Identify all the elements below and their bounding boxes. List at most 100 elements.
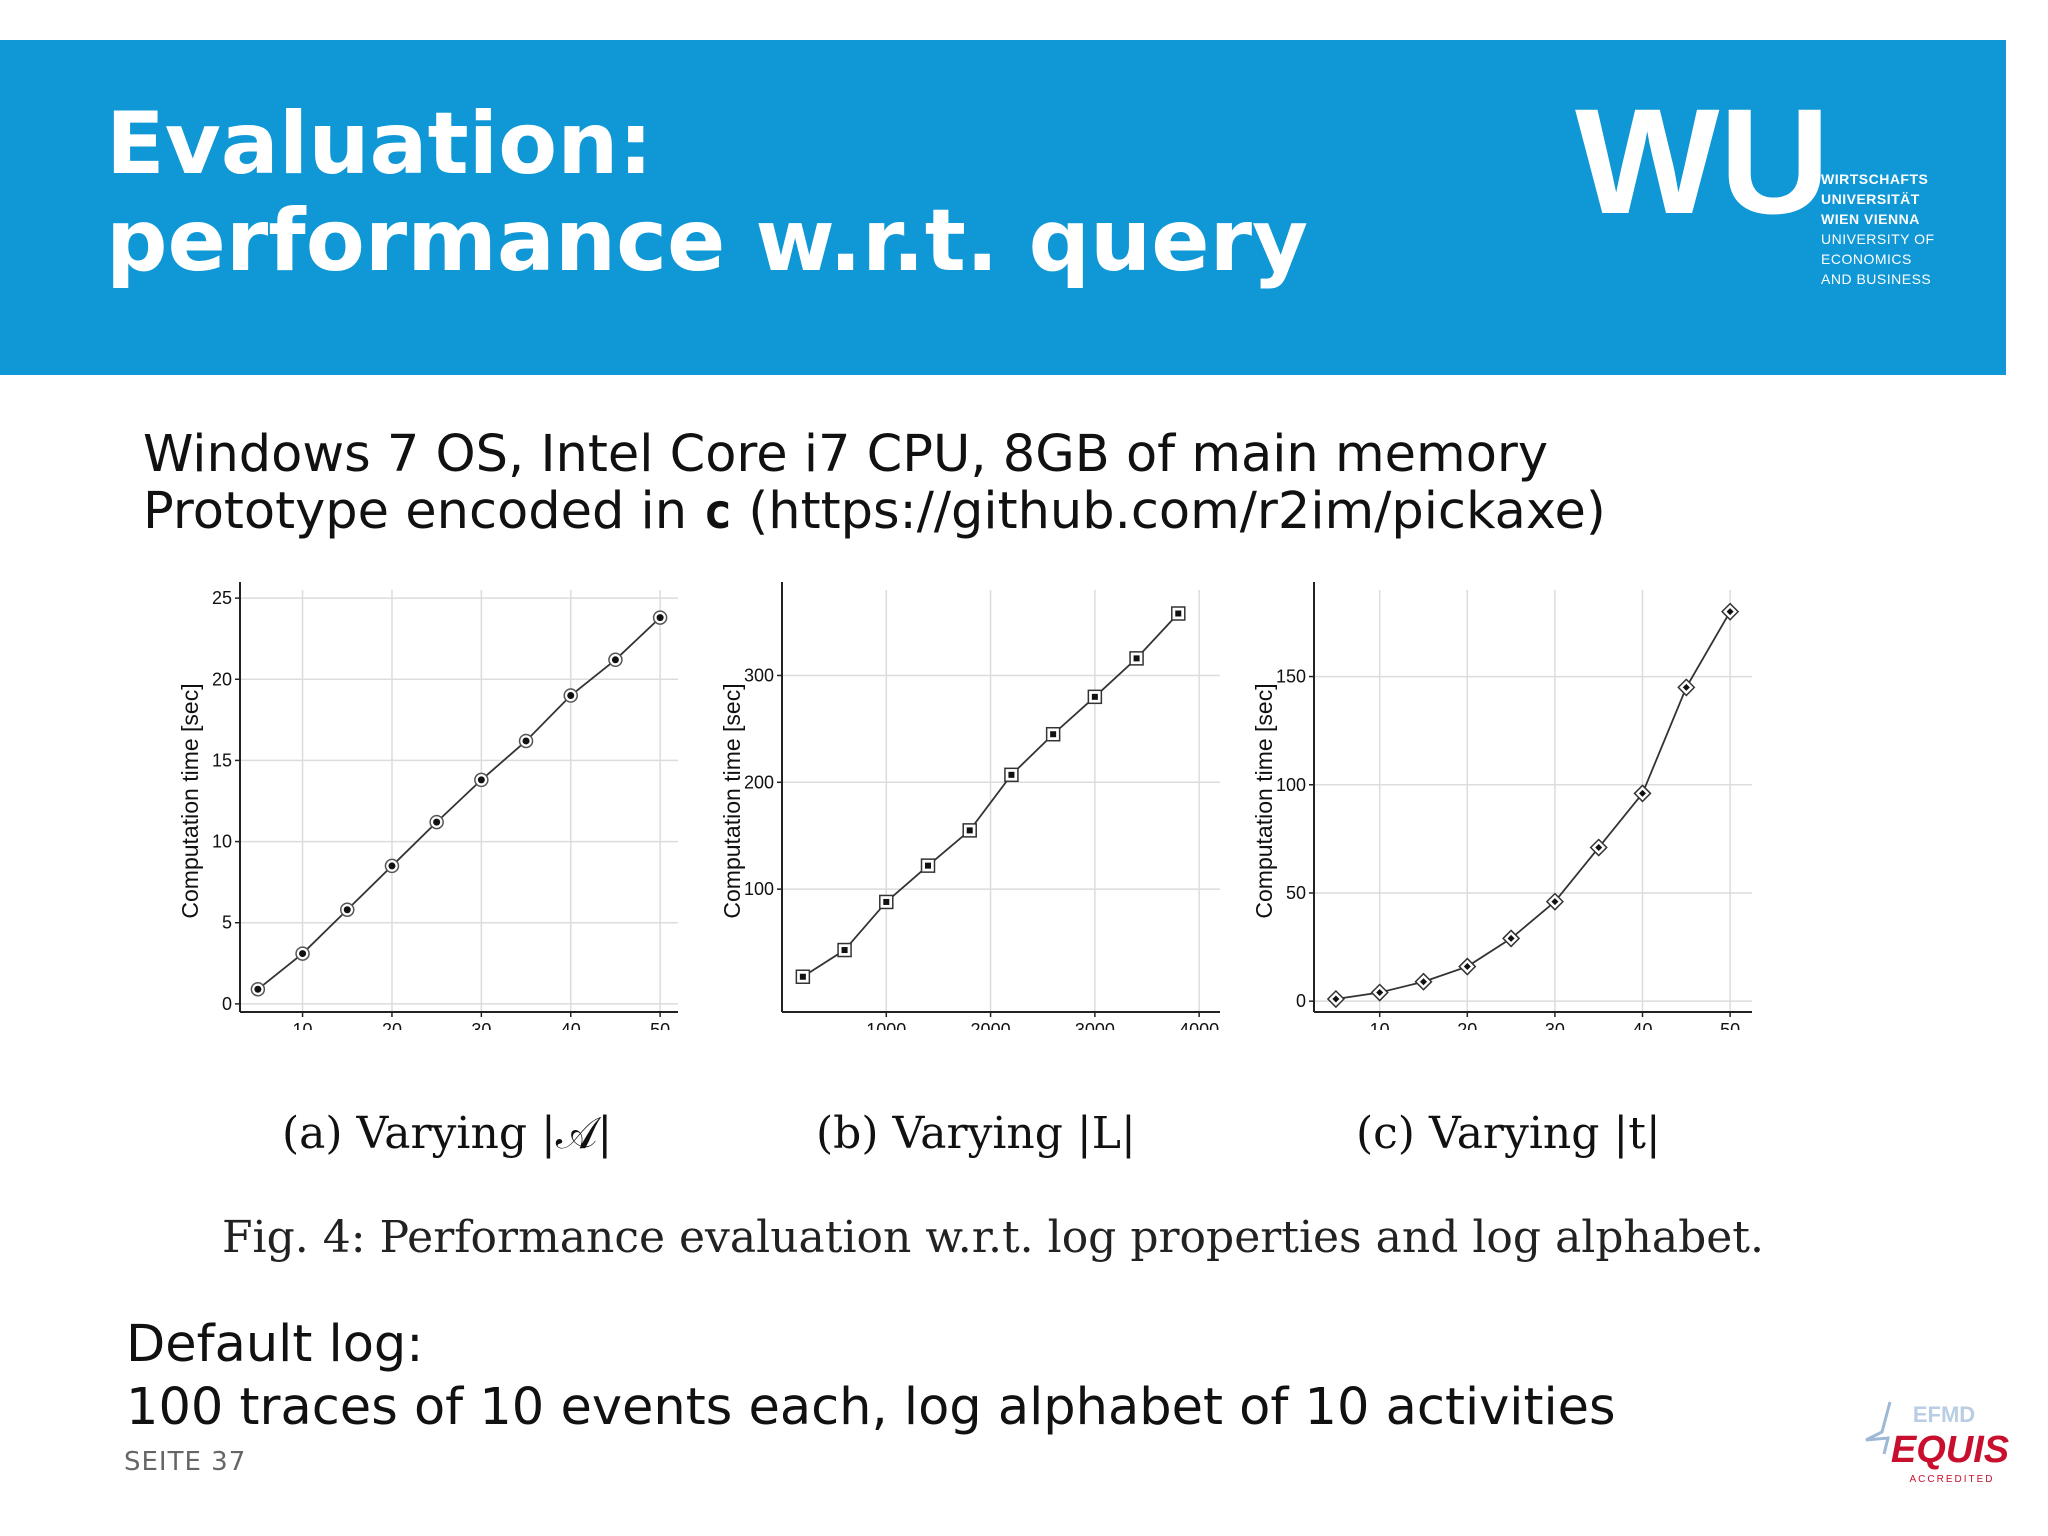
logo-line: ECONOMICS: [1821, 251, 1912, 267]
data-point-core: [799, 973, 806, 980]
page-number: SEITE 37: [124, 1447, 247, 1477]
y-tick-label: 300: [744, 665, 774, 685]
data-point-core: [1726, 608, 1734, 616]
x-tick-label: 20: [382, 1020, 402, 1030]
chart-panel-1: 10203040500510152025Log alphabet sizeCom…: [177, 582, 678, 1030]
data-point-core: [567, 692, 575, 699]
wu-logo-text: WU: [1575, 95, 1830, 225]
x-tick-label: 10: [293, 1020, 313, 1030]
data-point-core: [1682, 683, 1690, 691]
x-tick-label: 4000: [1179, 1020, 1219, 1030]
equis-logo: EFMD EQUIS ACCREDITED: [1865, 1401, 2009, 1485]
data-point-core: [1639, 789, 1646, 797]
data-point-core: [343, 906, 351, 914]
logo-line: UNIVERSITÄT: [1821, 191, 1920, 207]
y-axis-label: Computation time [sec]: [719, 683, 745, 918]
data-point-core: [1463, 963, 1471, 971]
data-point-core: [656, 614, 664, 622]
x-tick-label: 40: [561, 1020, 581, 1030]
y-tick-label: 5: [222, 913, 232, 933]
data-point-core: [966, 827, 973, 834]
data-point-core: [841, 947, 848, 954]
x-tick-label: 50: [650, 1020, 670, 1030]
wu-logo: WU WIRTSCHAFTS UNIVERSITÄT WIEN VIENNA U…: [1575, 95, 1960, 287]
y-tick-label: 100: [1276, 775, 1306, 795]
data-point-core: [1332, 995, 1340, 1003]
y-axis-label: Computation time [sec]: [1251, 683, 1277, 918]
data-point-core: [522, 737, 530, 745]
x-tick-label: 20: [1457, 1020, 1477, 1030]
x-tick-label: 30: [471, 1020, 491, 1030]
info-code: c: [703, 484, 733, 540]
data-point-core: [1420, 978, 1427, 986]
series-line: [1335, 611, 1731, 1000]
data-point-core: [1091, 693, 1098, 700]
x-tick-label: 30: [1545, 1020, 1565, 1030]
y-tick-label: 0: [222, 994, 232, 1014]
logo-line: UNIVERSITY OF: [1821, 231, 1935, 247]
x-tick-label: 10: [1370, 1020, 1390, 1030]
equis-accredited: ACCREDITED: [1909, 1474, 1994, 1485]
system-info-line-2: Prototype encoded in c (https://github.c…: [143, 483, 1606, 541]
data-point-core: [1133, 655, 1140, 662]
title-line-2: performance w.r.t. query: [106, 191, 1309, 291]
data-point-core: [299, 950, 307, 958]
performance-figure: 10203040500510152025Log alphabet sizeCom…: [177, 582, 1752, 1030]
info-prefix: Prototype encoded in: [143, 482, 704, 541]
title-line-1: Evaluation:: [106, 94, 653, 194]
default-log-description: 100 traces of 10 events each, log alphab…: [126, 1378, 1616, 1437]
x-tick-label: 2000: [971, 1020, 1011, 1030]
equis-swoosh-icon: [1865, 1401, 1892, 1455]
data-point-core: [883, 898, 890, 905]
data-point-core: [433, 818, 441, 826]
data-point-core: [1551, 898, 1559, 906]
y-tick-label: 10: [212, 832, 232, 852]
y-tick-label: 200: [744, 772, 774, 792]
data-point-core: [925, 862, 931, 869]
x-tick-label: 50: [1720, 1020, 1740, 1030]
y-tick-label: 0: [1296, 991, 1306, 1011]
x-tick-label: 3000: [1075, 1020, 1115, 1030]
data-point-core: [611, 656, 619, 664]
equis-wordmark: EQUIS: [1891, 1429, 2009, 1471]
wu-logo-mark: WU: [1575, 95, 1830, 225]
header-banner: [0, 40, 2006, 375]
wu-logo-wordmark: WIRTSCHAFTS UNIVERSITÄT WIEN VIENNA UNIV…: [1821, 169, 1935, 289]
series-line: [257, 616, 661, 990]
series-line: [802, 612, 1179, 978]
default-log-title: Default log:: [126, 1315, 424, 1374]
y-tick-label: 50: [1286, 883, 1306, 903]
equis-efmd: EFMD: [1913, 1402, 1975, 1427]
y-tick-label: 100: [744, 879, 774, 899]
y-tick-label: 20: [212, 669, 232, 689]
x-tick-label: 40: [1632, 1020, 1652, 1030]
figure-caption: Fig. 4: Performance evaluation w.r.t. lo…: [222, 1212, 1764, 1263]
page-title: Evaluation: performance w.r.t. query: [106, 96, 1308, 290]
y-tick-label: 150: [1276, 667, 1306, 687]
data-point-core: [1595, 844, 1603, 852]
default-log: Default log: 100 traces of 10 events eac…: [126, 1313, 1616, 1439]
y-tick-label: 25: [212, 588, 232, 608]
data-point-core: [388, 862, 396, 870]
subcaption-a: (a) Varying |𝒜|: [282, 1108, 613, 1159]
chart-panel-3: 1020304050050100150Length of tracesCompu…: [1251, 582, 1752, 1030]
data-point-core: [1008, 771, 1015, 778]
data-point-core: [254, 985, 262, 993]
logo-line: WIRTSCHAFTS: [1821, 171, 1929, 187]
info-suffix: (https://github.com/r2im/pickaxe): [732, 482, 1606, 541]
y-tick-label: 15: [212, 750, 232, 770]
data-point-core: [1507, 934, 1515, 942]
data-point-core: [477, 776, 485, 784]
data-point-core: [1175, 610, 1182, 617]
data-point-core: [1376, 989, 1384, 997]
subcaption-c: (c) Varying |t|: [1356, 1108, 1661, 1159]
logo-line: WIEN VIENNA: [1821, 211, 1920, 227]
subcaption-b: (b) Varying |L|: [816, 1108, 1136, 1159]
logo-line: AND BUSINESS: [1821, 271, 1932, 287]
data-point-core: [1050, 731, 1057, 738]
system-info-line-1: Windows 7 OS, Intel Core i7 CPU, 8GB of …: [143, 425, 1549, 484]
y-axis-label: Computation time [sec]: [177, 683, 203, 918]
chart-panel-2: 1000200030004000100200300Number of trace…: [719, 582, 1220, 1030]
x-tick-label: 1000: [866, 1020, 906, 1030]
system-info: Windows 7 OS, Intel Core i7 CPU, 8GB of …: [143, 426, 1606, 541]
